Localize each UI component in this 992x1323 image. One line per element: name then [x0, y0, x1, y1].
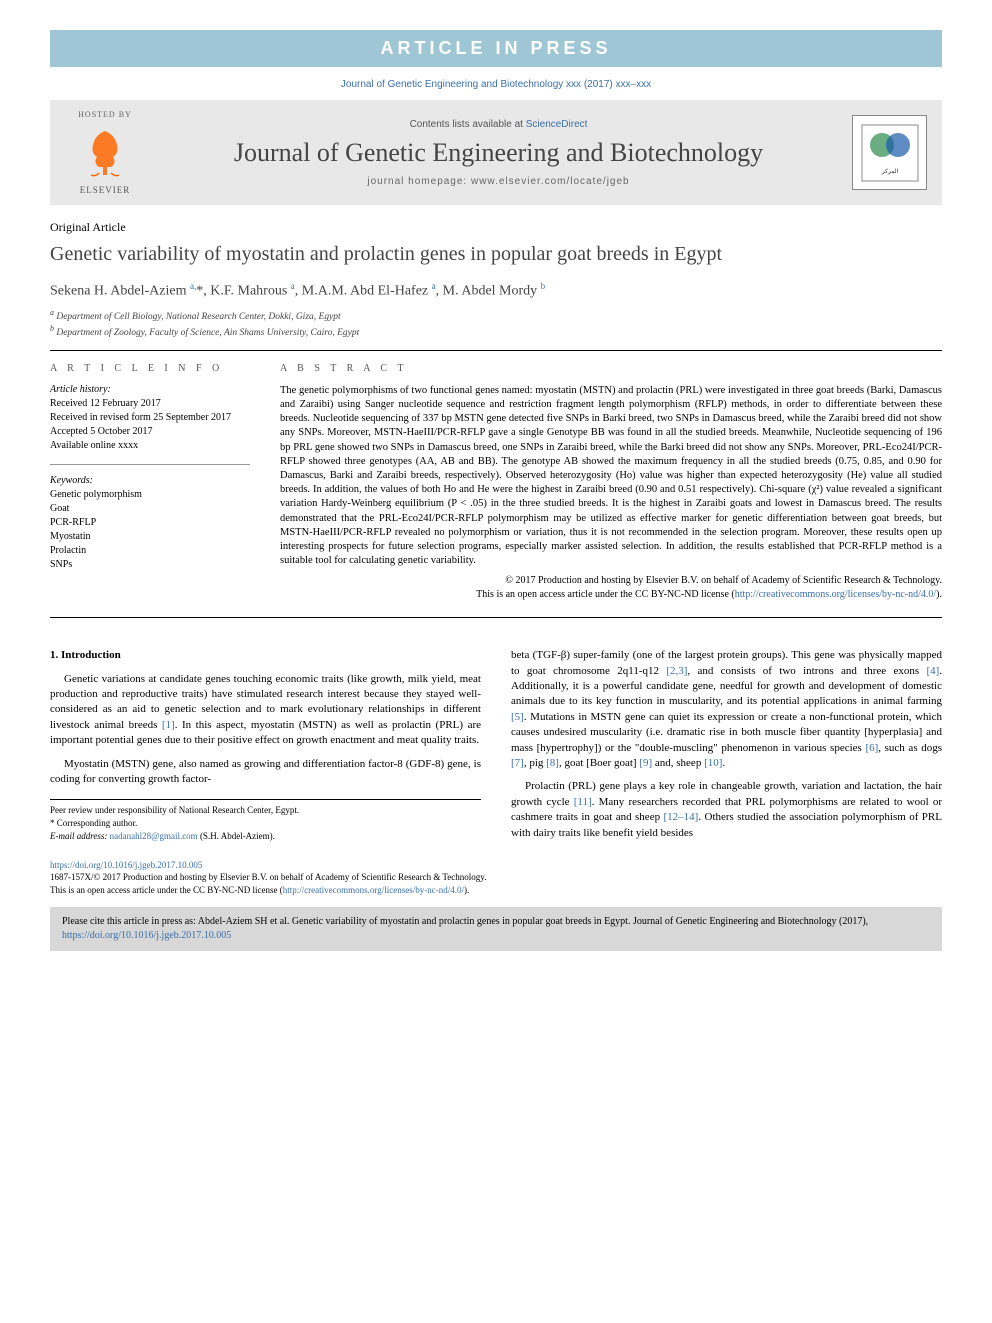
abstract-copyright: © 2017 Production and hosting by Elsevie…: [280, 574, 942, 602]
publisher-block: HOSTED BY ELSEVIER: [65, 110, 145, 195]
abstract-text: The genetic polymorphisms of two functio…: [280, 384, 942, 568]
ref-link[interactable]: [8]: [546, 757, 559, 769]
article-info-head: A R T I C L E I N F O: [50, 363, 250, 374]
journal-name: Journal of Genetic Engineering and Biote…: [145, 138, 852, 168]
contents-line: Contents lists available at ScienceDirec…: [145, 119, 852, 130]
cite-text: Please cite this article in press as: Ab…: [62, 916, 868, 927]
authors-line: Sekena H. Abdel-Aziem a,*, K.F. Mahrous …: [50, 281, 942, 300]
keyword: Prolactin: [50, 544, 250, 557]
keyword: SNPs: [50, 558, 250, 571]
divider: [50, 617, 942, 618]
sciencedirect-link[interactable]: ScienceDirect: [526, 119, 588, 130]
info-divider: [50, 464, 250, 465]
ref-link[interactable]: [4]: [926, 665, 939, 677]
affiliation-a: a Department of Cell Biology, National R…: [50, 308, 942, 322]
ref-link[interactable]: [6]: [865, 742, 878, 754]
history-line: Received 12 February 2017: [50, 397, 250, 410]
email-label: E-mail address:: [50, 831, 110, 841]
elsevier-label: ELSEVIER: [65, 185, 145, 195]
divider: [50, 350, 942, 351]
history-line: Available online xxxx: [50, 439, 250, 452]
cite-box: Please cite this article in press as: Ab…: [50, 907, 942, 951]
ref-link[interactable]: [7]: [511, 757, 524, 769]
ref-link[interactable]: [11]: [574, 796, 592, 808]
article-title: Genetic variability of myostatin and pro…: [50, 241, 942, 267]
issn-line: 1687-157X/© 2017 Production and hosting …: [50, 872, 486, 882]
article-type: Original Article: [50, 220, 942, 235]
article-in-press-banner: ARTICLE IN PRESS: [50, 30, 942, 67]
history-line: Accepted 5 October 2017: [50, 425, 250, 438]
doi-link[interactable]: https://doi.org/10.1016/j.jgeb.2017.10.0…: [50, 860, 202, 870]
body-columns: 1. Introduction Genetic variations at ca…: [50, 648, 942, 849]
ref-link[interactable]: [1]: [162, 719, 175, 731]
ref-link[interactable]: [5]: [511, 711, 524, 723]
peer-review-note: Peer review under responsibility of Nati…: [50, 804, 481, 817]
license-link[interactable]: http://creativecommons.org/licenses/by-n…: [735, 589, 936, 600]
history-label: Article history:: [50, 384, 250, 395]
footer-notes: Peer review under responsibility of Nati…: [50, 799, 481, 842]
affiliation-b: b Department of Zoology, Faculty of Scie…: [50, 324, 942, 338]
elsevier-tree-icon: [75, 123, 135, 183]
svg-text:المركز: المركز: [880, 168, 898, 175]
body-right-column: beta (TGF-β) super-family (one of the la…: [511, 648, 942, 849]
body-paragraph: Genetic variations at candidate genes to…: [50, 672, 481, 749]
copyright-line1: © 2017 Production and hosting by Elsevie…: [505, 575, 942, 586]
doi-block: https://doi.org/10.1016/j.jgeb.2017.10.0…: [50, 859, 942, 897]
contents-prefix: Contents lists available at: [410, 119, 526, 130]
keyword: PCR-RFLP: [50, 516, 250, 529]
journal-homepage: journal homepage: www.elsevier.com/locat…: [145, 176, 852, 187]
hosted-by-label: HOSTED BY: [65, 110, 145, 119]
affil-a-text: Department of Cell Biology, National Res…: [56, 312, 340, 322]
history-line: Received in revised form 25 September 20…: [50, 411, 250, 424]
ref-link[interactable]: [2,3]: [666, 665, 687, 677]
body-left-column: 1. Introduction Genetic variations at ca…: [50, 648, 481, 849]
copyright-line2: This is an open access article under the…: [476, 589, 735, 600]
license-line: This is an open access article under the…: [50, 885, 283, 895]
body-paragraph: Prolactin (PRL) gene plays a key role in…: [511, 779, 942, 841]
email-line: E-mail address: nadanahl28@gmail.com (S.…: [50, 830, 481, 843]
journal-header: HOSTED BY ELSEVIER Contents lists availa…: [50, 100, 942, 205]
keywords-label: Keywords:: [50, 475, 250, 486]
license-link-footer[interactable]: http://creativecommons.org/licenses/by-n…: [283, 885, 464, 895]
article-info-column: A R T I C L E I N F O Article history: R…: [50, 363, 250, 602]
abstract-column: A B S T R A C T The genetic polymorphism…: [280, 363, 942, 602]
keyword: Goat: [50, 502, 250, 515]
license-close: ).: [464, 885, 469, 895]
email-link[interactable]: nadanahl28@gmail.com: [110, 831, 198, 841]
keyword: Myostatin: [50, 530, 250, 543]
email-suffix: (S.H. Abdel-Aziem).: [198, 831, 275, 841]
body-paragraph: Myostatin (MSTN) gene, also named as gro…: [50, 757, 481, 788]
body-paragraph: beta (TGF-β) super-family (one of the la…: [511, 648, 942, 771]
corresponding-author-note: * Corresponding author.: [50, 817, 481, 830]
ref-link[interactable]: [12–14]: [664, 811, 699, 823]
cite-doi-link[interactable]: https://doi.org/10.1016/j.jgeb.2017.10.0…: [62, 930, 231, 941]
journal-cover-icon: المركز: [852, 115, 927, 190]
intro-heading: 1. Introduction: [50, 648, 481, 663]
ref-link[interactable]: [10]: [704, 757, 722, 769]
copyright-close: ).: [936, 589, 942, 600]
affil-b-text: Department of Zoology, Faculty of Scienc…: [56, 328, 359, 338]
keyword: Genetic polymorphism: [50, 488, 250, 501]
abstract-head: A B S T R A C T: [280, 363, 942, 374]
ref-link[interactable]: [9]: [639, 757, 652, 769]
top-citation: Journal of Genetic Engineering and Biote…: [50, 79, 942, 90]
